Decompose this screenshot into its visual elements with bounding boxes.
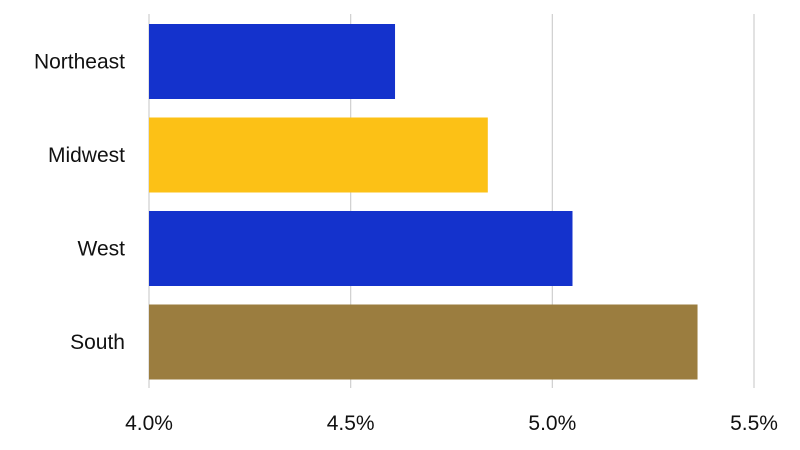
bar-midwest [149,117,488,193]
category-label-south: South [70,331,125,354]
category-label-midwest: Midwest [48,144,125,167]
bars [149,24,698,380]
category-labels: Northeast Midwest West South [34,51,125,355]
x-tick-label-2: 5.0% [528,412,576,435]
x-tick-label-1: 4.5% [327,412,375,435]
bar-northeast [149,24,396,99]
category-label-northeast: Northeast [34,51,125,74]
bar-west [149,211,573,286]
x-tick-label-3: 5.5% [730,412,778,435]
x-tick-labels: 4.0% 4.5% 5.0% 5.5% [125,412,778,435]
category-label-west: West [78,238,126,261]
bar-south [149,304,698,380]
x-tick-label-0: 4.0% [125,412,173,435]
